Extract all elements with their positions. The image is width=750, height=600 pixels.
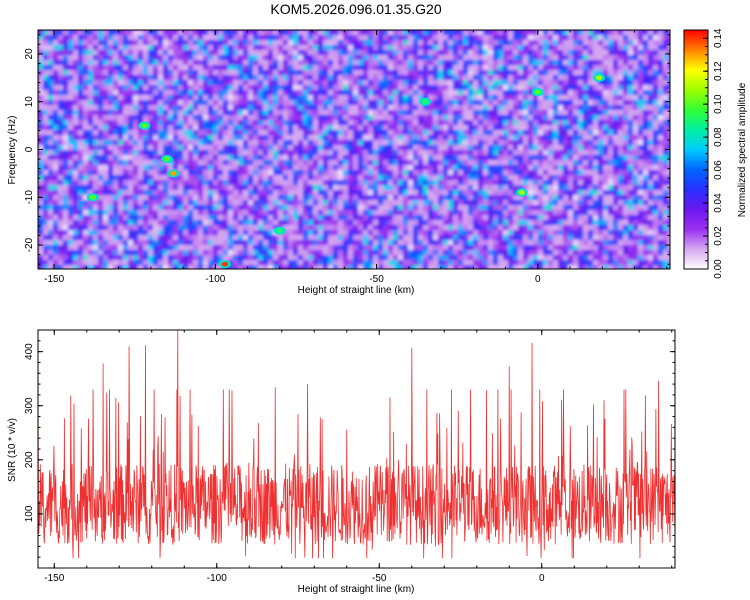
snr-y-ticks: 100 200 300 400 — [24, 329, 675, 558]
heatmap-x-tick-label: -100 — [205, 274, 225, 285]
snr-y-tick-label: 300 — [24, 397, 35, 414]
heatmap-peak — [595, 75, 603, 81]
colorbar-label: Normalized spectral amplitude — [737, 82, 748, 217]
heatmap-peak — [221, 261, 229, 267]
heatmap-peak — [421, 99, 429, 105]
colorbar-tick-label: 0.04 — [713, 193, 724, 213]
snr-series-line — [38, 330, 675, 559]
colorbar-ticks: 0.00 0.02 0.04 0.06 0.08 0.10 0.12 0.14 — [703, 28, 724, 279]
snr-x-label: Height of straight line (km) — [298, 584, 415, 595]
heatmap-peaks — [86, 73, 606, 269]
heatmap-x-label: Height of straight line (km) — [298, 285, 415, 296]
heatmap-peak — [141, 123, 148, 128]
snr-x-tick-label: -150 — [44, 573, 64, 584]
heatmap-x-ticks: -150 -100 -50 0 — [44, 30, 668, 285]
snr-y-tick-label: 100 — [24, 505, 35, 522]
heatmap-x-tick-label: -150 — [44, 274, 64, 285]
heatmap-peak — [276, 228, 284, 234]
heatmap-y-tick-label: 0 — [24, 146, 35, 152]
heatmap-y-ticks: -20 -10 0 10 20 — [24, 34, 670, 265]
heatmap-peak — [170, 171, 177, 176]
snr-x-tick-label: 0 — [539, 573, 545, 584]
heatmap-x-tick-label: 0 — [535, 274, 541, 285]
colorbar-tick-label: 0.02 — [713, 226, 724, 246]
snr-x-tick-label: -100 — [207, 573, 227, 584]
heatmap-peak — [518, 190, 525, 195]
heatmap-peak — [163, 156, 171, 162]
colorbar-tick-label: 0.08 — [713, 127, 724, 147]
colorbar-tick-label: 0.00 — [713, 259, 724, 279]
heatmap-y-tick-label: 20 — [24, 48, 35, 60]
colorbar-tick-label: 0.14 — [713, 28, 724, 48]
heatmap-field — [38, 30, 670, 269]
heatmap-y-tick-label: -20 — [24, 237, 35, 252]
snr-y-tick-label: 400 — [24, 343, 35, 360]
heatmap-y-tick-label: 10 — [24, 96, 35, 108]
colorbar: 0.00 0.02 0.04 0.06 0.08 0.10 0.12 0.14 Normali… — [683, 28, 748, 279]
chart-title: KOM5.2026.096.01.35.G20 — [270, 1, 441, 17]
snr-background — [38, 330, 675, 568]
colorbar-tick-label: 0.10 — [713, 94, 724, 114]
heatmap-peak — [89, 194, 97, 200]
snr-panel: -150 -100 -50 0 100 200 300 400 Height of stra… — [7, 329, 676, 595]
snr-x-ticks: -150 -100 -50 0 — [44, 330, 673, 584]
heatmap-peak — [534, 89, 541, 95]
heatmap-y-tick-label: -10 — [24, 190, 35, 205]
colorbar-tick-label: 0.12 — [713, 61, 724, 81]
snr-y-tick-label: 200 — [24, 451, 35, 468]
heatmap-y-label: Frequency (Hz) — [7, 116, 18, 185]
colorbar-gradient — [683, 29, 709, 270]
snr-x-tick-label: -50 — [372, 573, 387, 584]
colorbar-tick-label: 0.06 — [713, 160, 724, 180]
heatmap-x-tick-label: -50 — [369, 274, 384, 285]
snr-y-label: SNR (10 * v/v) — [7, 418, 18, 482]
